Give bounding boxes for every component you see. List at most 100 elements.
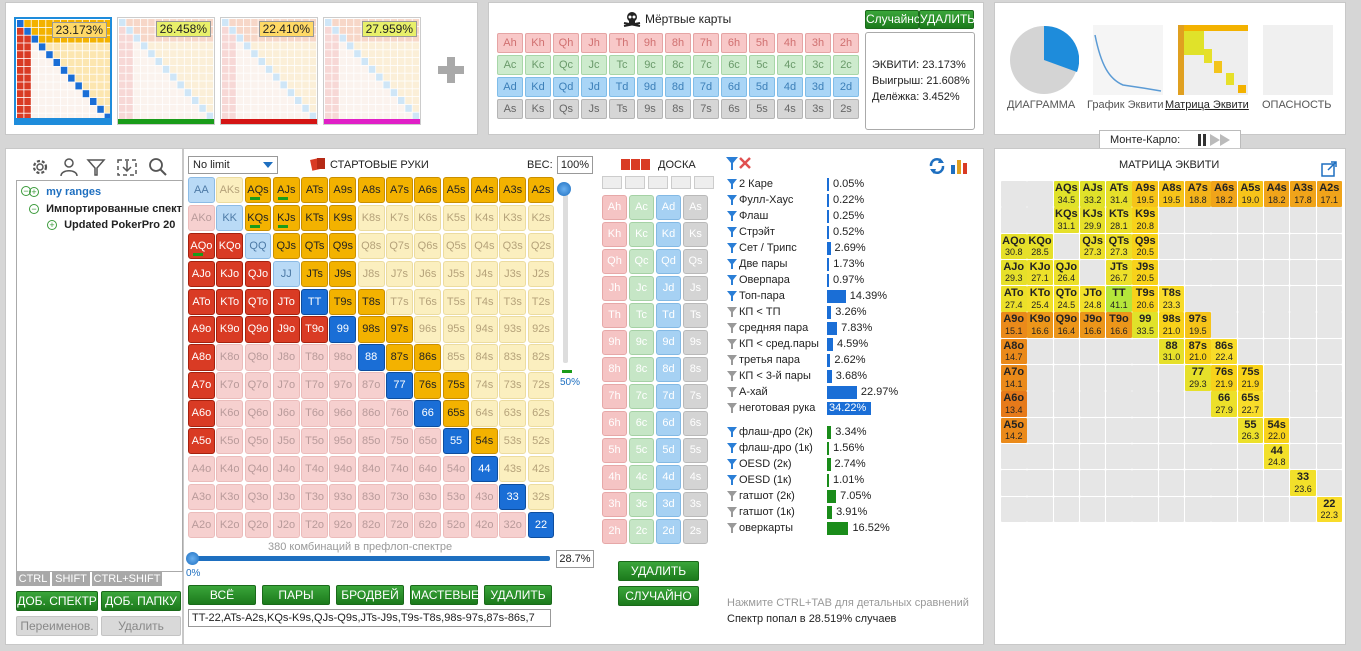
filter-icon[interactable] <box>727 259 737 269</box>
dead-card-Qc[interactable]: Qc <box>553 55 579 75</box>
board-card-5s[interactable]: 5s <box>683 438 708 463</box>
hand-cell-T7o[interactable]: T7o <box>301 372 328 399</box>
board-card-8s[interactable]: 8s <box>683 357 708 382</box>
stat-row[interactable]: Сет / Трипс 2.69% <box>727 240 977 256</box>
hand-cell-J7o[interactable]: J7o <box>272 372 300 399</box>
filter-icon[interactable] <box>727 227 737 237</box>
hand-cell-A4s[interactable]: A4s <box>470 177 498 204</box>
filter-icon[interactable] <box>86 157 106 177</box>
hand-cell-AQs[interactable]: AQs <box>244 177 272 204</box>
board-card-6h[interactable]: 6h <box>602 411 627 436</box>
dead-card-8d[interactable]: 8d <box>665 77 691 97</box>
board-card-2c[interactable]: 2c <box>629 519 654 544</box>
my-ranges-label[interactable]: my ranges <box>46 186 102 198</box>
hand-cell-A6s[interactable]: A6s <box>414 177 442 204</box>
danger-thumbnail[interactable] <box>1263 25 1333 95</box>
hand-cell-64s[interactable]: 64s <box>470 400 498 427</box>
board-card-Kc[interactable]: Kc <box>629 222 654 247</box>
filter-icon[interactable] <box>727 491 737 501</box>
hand-cell-Q8s[interactable]: Q8s <box>357 232 385 260</box>
hand-cell-T8s[interactable]: T8s <box>357 288 385 315</box>
board-random-button[interactable]: СЛУЧАЙНО <box>618 586 699 606</box>
close-icon[interactable] <box>739 157 751 169</box>
hand-cell-QTo[interactable]: QTo <box>244 288 272 315</box>
hand-cell-JTo[interactable]: JTo <box>272 288 300 315</box>
hand-cell-A7o[interactable]: A7o <box>188 372 215 399</box>
hand-cell-98s[interactable]: 98s <box>357 316 385 343</box>
board-card-2h[interactable]: 2h <box>602 519 627 544</box>
dead-card-4c[interactable]: 4c <box>777 55 803 75</box>
stat-row[interactable]: средняя пара 7.83% <box>727 320 977 336</box>
range-thumbnail[interactable]: 23.173% <box>14 17 112 125</box>
board-card-2d[interactable]: 2d <box>656 519 681 544</box>
hand-cell-K7o[interactable]: K7o <box>216 372 244 399</box>
hand-cell-T4s[interactable]: T4s <box>470 288 498 315</box>
filter-icon[interactable] <box>727 507 737 517</box>
stat-row[interactable]: неготовая рука 34.22% <box>727 400 977 416</box>
hand-cell-K6s[interactable]: K6s <box>414 204 442 232</box>
board-slot[interactable] <box>648 176 668 189</box>
hand-cell-74o[interactable]: 74o <box>386 455 413 483</box>
dead-card-Js[interactable]: Js <box>581 99 607 119</box>
hand-cell-75o[interactable]: 75o <box>386 428 413 455</box>
hand-cell-53s[interactable]: 53s <box>499 428 527 455</box>
hand-cell-87o[interactable]: 87o <box>357 372 385 399</box>
dead-card-8h[interactable]: 8h <box>665 33 691 53</box>
hand-cell-A4o[interactable]: A4o <box>188 455 215 483</box>
tree-item-updated[interactable]: + Updated PokerPro 20 <box>47 219 175 231</box>
hand-cell-T6s[interactable]: T6s <box>414 288 442 315</box>
hand-cell-88[interactable]: 88 <box>357 344 385 371</box>
select-suited-button[interactable]: МАСТЕВЫЕ <box>410 585 479 605</box>
hand-cell-T2o[interactable]: T2o <box>301 511 328 539</box>
board-card-8c[interactable]: 8c <box>629 357 654 382</box>
hand-cell-T9s[interactable]: T9s <box>329 288 357 315</box>
hand-cell-33[interactable]: 33 <box>499 483 527 511</box>
stat-row[interactable]: 2 Каре 0.05% <box>727 176 977 192</box>
hand-cell-84o[interactable]: 84o <box>357 455 385 483</box>
dead-card-7c[interactable]: 7c <box>693 55 719 75</box>
board-card-5h[interactable]: 5h <box>602 438 627 463</box>
bar-chart-icon[interactable] <box>950 157 968 175</box>
filter-icon[interactable] <box>727 307 737 317</box>
dead-card-2s[interactable]: 2s <box>833 99 859 119</box>
dead-card-5d[interactable]: 5d <box>749 77 775 97</box>
hand-cell-72s[interactable]: 72s <box>527 372 555 399</box>
dead-card-2h[interactable]: 2h <box>833 33 859 53</box>
dead-card-Ts[interactable]: Ts <box>609 99 635 119</box>
dead-card-Jh[interactable]: Jh <box>581 33 607 53</box>
hand-cell-62s[interactable]: 62s <box>527 400 555 427</box>
collapse-icon[interactable]: − <box>29 204 39 214</box>
hand-cell-KQo[interactable]: KQo <box>216 232 244 260</box>
range-slider-track[interactable] <box>192 556 550 561</box>
board-card-9h[interactable]: 9h <box>602 330 627 355</box>
hand-cell-Q3o[interactable]: Q3o <box>244 483 272 511</box>
dead-card-6s[interactable]: 6s <box>721 99 747 119</box>
hand-cell-66[interactable]: 66 <box>414 400 442 427</box>
hand-cell-97o[interactable]: 97o <box>329 372 357 399</box>
hand-cell-96s[interactable]: 96s <box>414 316 442 343</box>
board-slot[interactable] <box>694 176 714 189</box>
equity-matrix-thumbnail[interactable] <box>1178 25 1248 95</box>
hand-cell-95s[interactable]: 95s <box>442 316 470 343</box>
hand-cell-76s[interactable]: 76s <box>414 372 442 399</box>
hand-cell-98o[interactable]: 98o <box>329 344 357 371</box>
hand-cell-T3o[interactable]: T3o <box>301 483 328 511</box>
limit-select[interactable]: No limit <box>188 156 278 174</box>
dead-card-6h[interactable]: 6h <box>721 33 747 53</box>
dead-card-Ac[interactable]: Ac <box>497 55 523 75</box>
refresh-icon[interactable] <box>928 157 946 175</box>
hand-cell-J8o[interactable]: J8o <box>272 344 300 371</box>
dead-card-As[interactable]: As <box>497 99 523 119</box>
dead-card-3c[interactable]: 3c <box>805 55 831 75</box>
rename-button[interactable]: Переименов. <box>16 616 98 636</box>
hand-cell-82o[interactable]: 82o <box>357 511 385 539</box>
hand-cell-K3o[interactable]: K3o <box>216 483 244 511</box>
user-icon[interactable] <box>59 157 79 177</box>
stat-row[interactable]: оверкарты 16.52% <box>727 520 977 536</box>
hand-cell-T6o[interactable]: T6o <box>301 400 328 427</box>
hand-cell-96o[interactable]: 96o <box>329 400 357 427</box>
filter-icon[interactable] <box>727 323 737 333</box>
hand-cell-72o[interactable]: 72o <box>386 511 413 539</box>
hand-cell-K8o[interactable]: K8o <box>216 344 244 371</box>
hand-cell-76o[interactable]: 76o <box>386 400 413 427</box>
